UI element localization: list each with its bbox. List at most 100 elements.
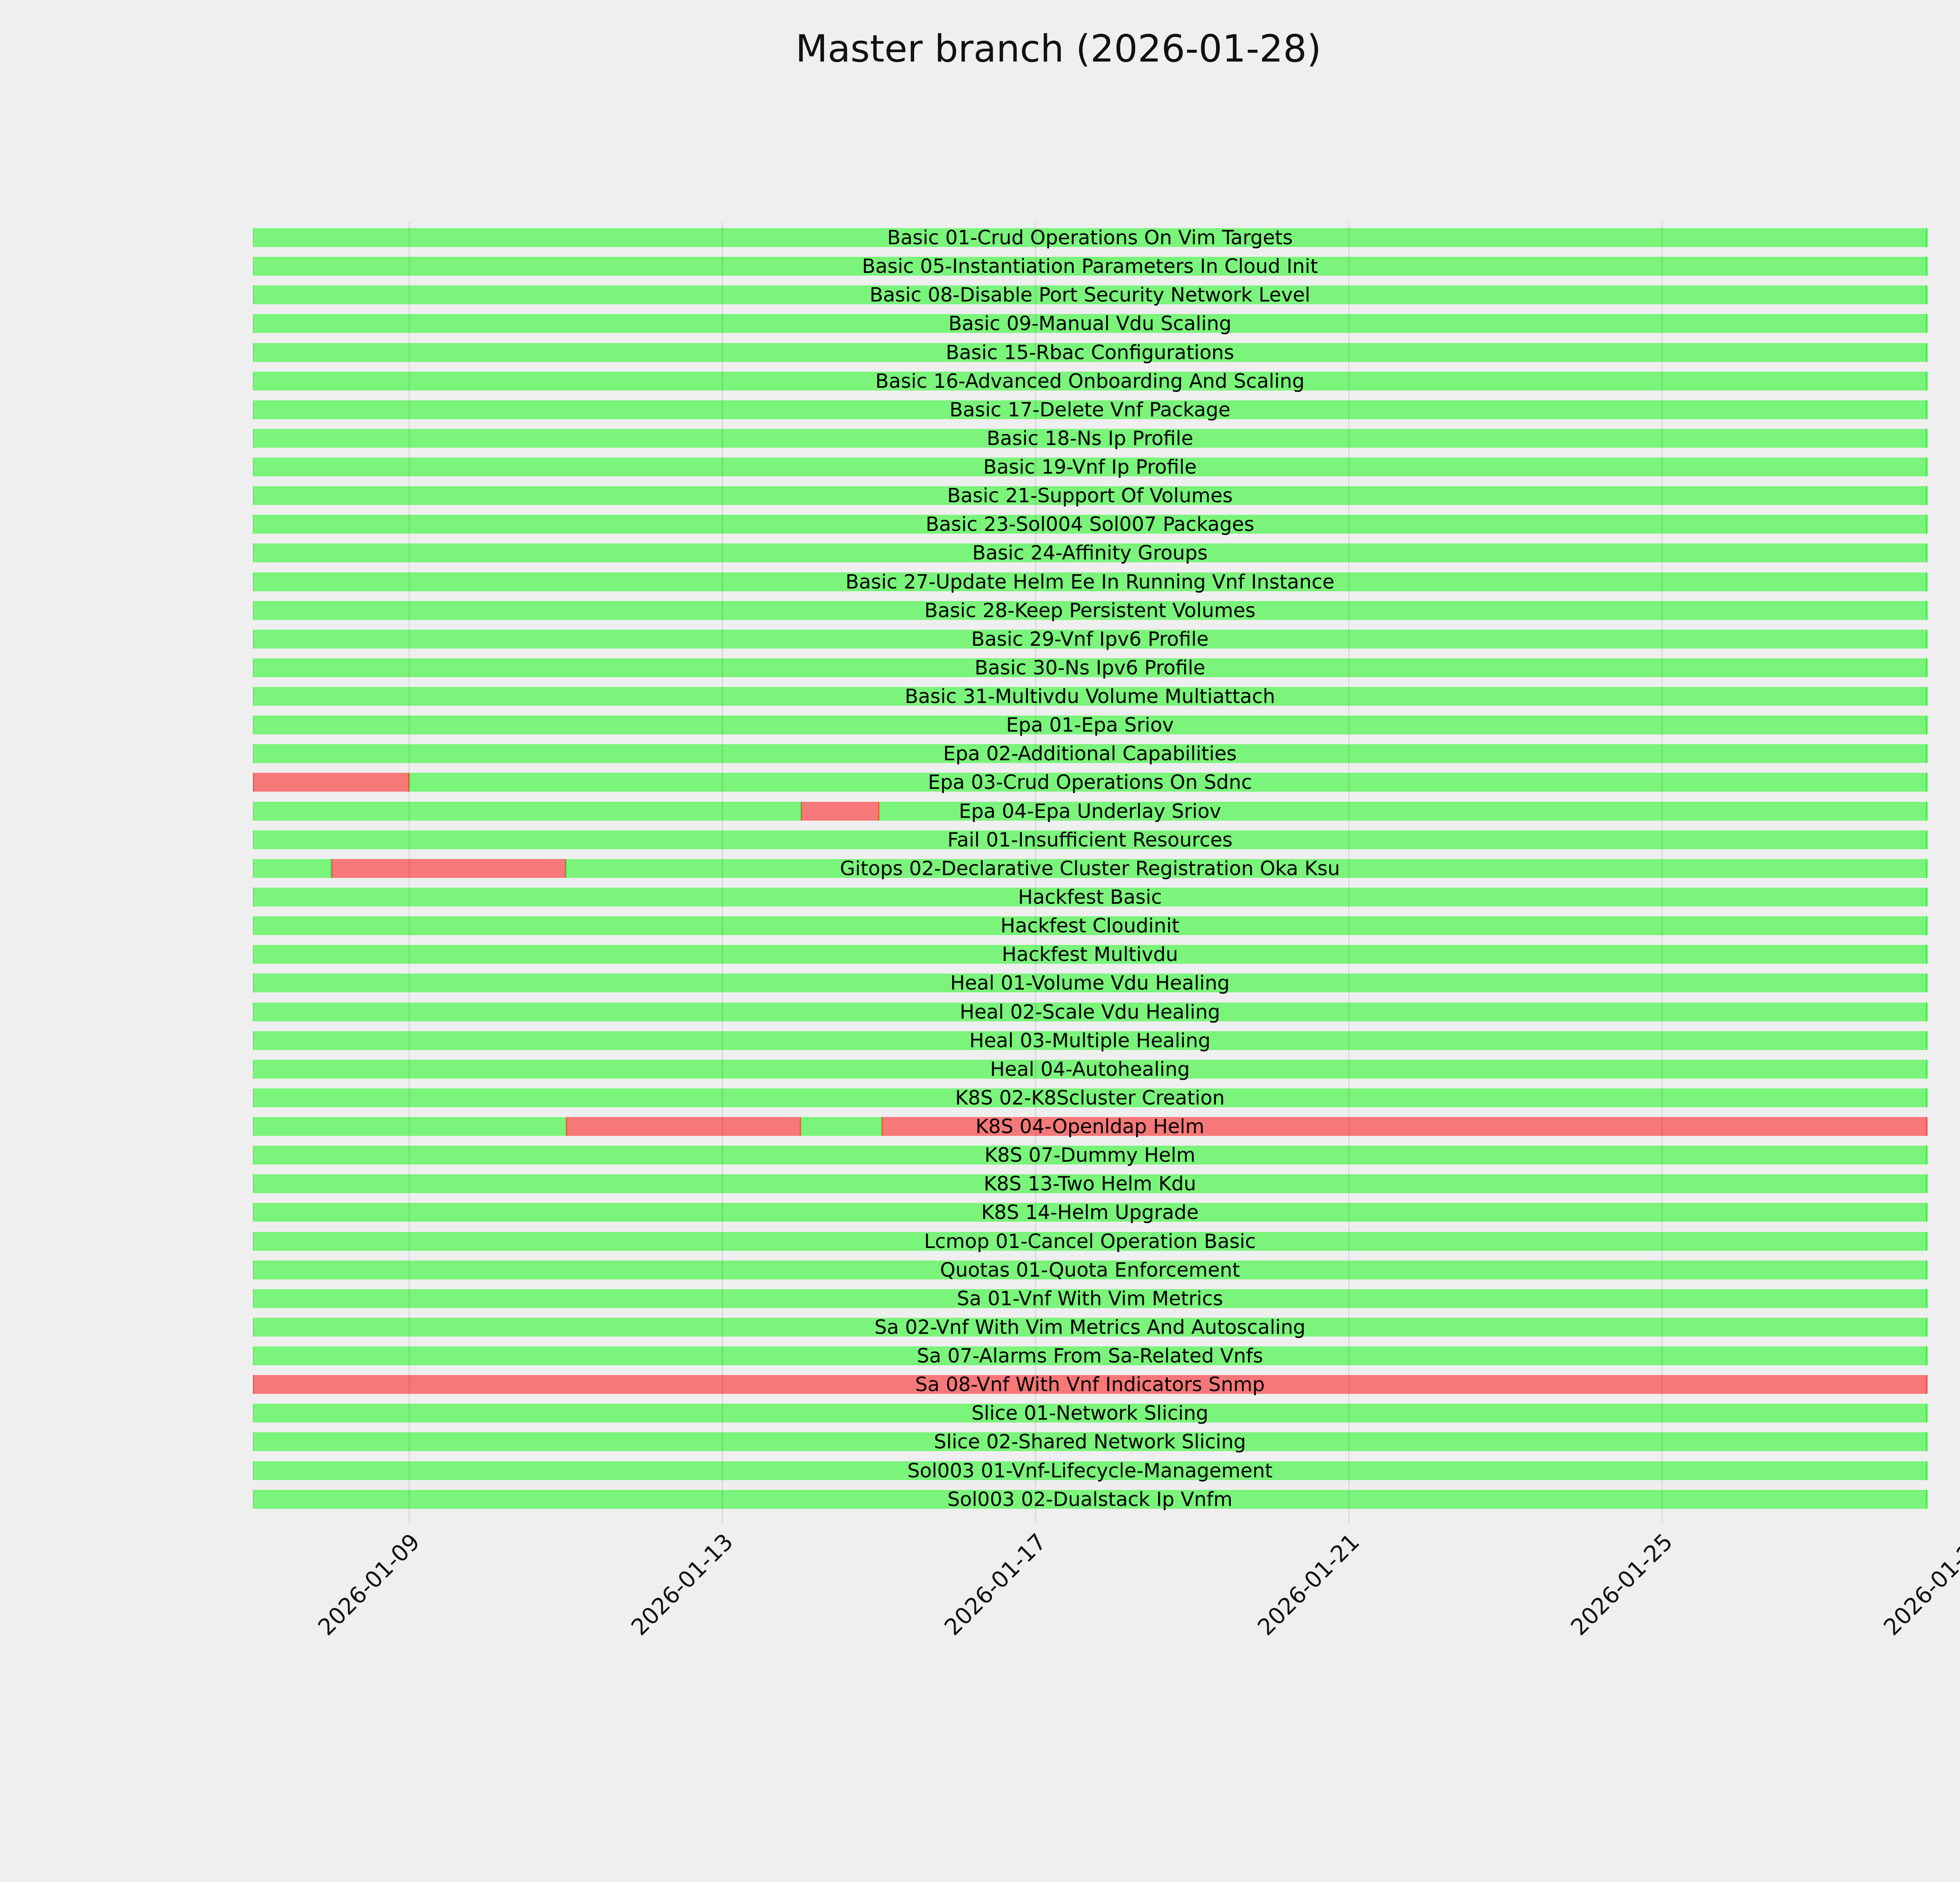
test-run-segment-pass [253,916,1927,936]
test-row-label: Epa 02-Additional Capabilities [943,742,1237,765]
test-row-label: Lcmop 01-Cancel Operation Basic [924,1230,1256,1253]
test-row-label: Fail 01-Insufficient Resources [947,828,1233,851]
test-row-label: Sa 07-Alarms From Sa-Related Vnfs [916,1344,1263,1368]
x-tick-label: 2026-01-13 [626,1528,739,1641]
test-row-label: Basic 31-Multivdu Volume Multiattach [905,685,1275,708]
test-run-segment-pass [253,1346,1927,1366]
test-row-label: Heal 03-Multiple Healing [969,1029,1211,1052]
test-row-label: Basic 23-Sol004 Sol007 Packages [926,513,1254,536]
x-tick-label: 2026-01-29 [1878,1528,1960,1641]
test-row-label: Basic 01-Crud Operations On Vim Targets [887,226,1293,249]
test-run-segment-fail [566,1117,801,1136]
test-row-label: Basic 21-Support Of Volumes [947,484,1233,507]
test-run-segment-pass [253,1317,1927,1337]
test-run-segment-pass [253,257,1927,276]
test-run-segment-fail [253,1375,1927,1394]
test-row-label: Slice 02-Shared Network Slicing [934,1430,1246,1453]
test-row-label: Basic 16-Advanced Onboarding And Scaling [875,369,1305,392]
test-run-segment-pass [253,1260,1927,1279]
chart-title: Master branch (2026-01-28) [795,27,1321,71]
test-run-segment-pass [253,1490,1927,1509]
test-run-segment-pass [253,716,1927,735]
grid-line [1661,222,1663,1523]
test-row-label: Sol003 02-Dualstack Ip Vnfm [947,1488,1233,1511]
grid-line [1035,222,1036,1523]
test-run-segment-fail [253,773,410,792]
test-run-segment-pass [800,1117,882,1136]
test-run-segment-pass [253,343,1927,362]
test-run-segment-pass [253,429,1927,448]
test-run-segment-pass [253,486,1927,505]
test-run-segment-pass [253,1232,1927,1251]
x-tick-label: 2026-01-09 [313,1528,425,1641]
test-run-segment-pass [253,1461,1927,1480]
test-row-label: Sa 08-Vnf With Vnf Indicators Snmp [915,1373,1265,1396]
test-run-segment-pass [253,658,1927,677]
test-row-label: Basic 15-Rbac Configurations [946,341,1234,364]
test-row-label: K8S 07-Dummy Helm [984,1144,1196,1167]
test-run-segment-pass [253,543,1927,563]
x-tick-label: 2026-01-17 [939,1528,1052,1641]
test-row-label: Basic 28-Keep Persistent Volumes [924,599,1256,622]
test-run-segment-pass [253,515,1927,534]
test-run-segment-pass [566,859,1927,878]
test-run-segment-pass [253,314,1927,333]
test-row-label: Epa 01-Epa Sriov [1006,714,1174,737]
test-row-label: Epa 04-Epa Underlay Sriov [958,799,1221,823]
test-row-label: Basic 27-Update Helm Ee In Running Vnf I… [845,570,1335,593]
test-row-label: Gitops 02-Declarative Cluster Registrati… [840,857,1340,880]
test-run-segment-pass [253,859,331,878]
test-run-segment-pass [253,687,1927,706]
test-run-segment-pass [253,629,1927,649]
test-run-segment-pass [253,601,1927,620]
test-run-segment-pass [253,887,1927,906]
test-run-segment-pass [253,1289,1927,1308]
test-row-label: K8S 02-K8Scluster Creation [955,1086,1225,1109]
test-row-label: K8S 04-Openldap Helm [975,1115,1205,1138]
test-run-segment-fail [800,801,879,821]
test-run-segment-pass [253,1432,1927,1451]
test-run-segment-pass [253,1031,1927,1050]
test-row-label: Sa 02-Vnf With Vim Metrics And Autoscali… [874,1315,1306,1339]
test-row-label: Basic 08-Disable Port Security Network L… [869,283,1310,307]
test-row-label: Basic 30-Ns Ipv6 Profile [975,656,1205,679]
test-row-label: Sol003 01-Vnf-Lifecycle-Management [907,1459,1273,1482]
test-run-segment-pass [253,830,1927,849]
test-row-label: Heal 02-Scale Vdu Healing [960,1000,1220,1023]
test-row-label: Basic 18-Ns Ip Profile [986,427,1194,450]
test-run-segment-pass [253,285,1927,305]
test-run-segment-pass [253,572,1927,591]
test-row-label: Epa 03-Crud Operations On Sdnc [928,771,1252,794]
test-run-segment-fail [331,859,566,878]
test-run-segment-pass [253,945,1927,964]
grid-line [1348,222,1350,1523]
test-run-segment-pass [253,400,1927,419]
test-run-segment-pass [253,801,801,821]
test-run-segment-pass [253,1088,1927,1107]
test-run-segment-pass [253,1117,566,1136]
test-row-label: Hackfest Cloudinit [1000,914,1180,937]
test-run-segment-pass [409,773,1927,792]
test-row-label: Quotas 01-Quota Enforcement [940,1258,1240,1281]
test-run-segment-pass [253,1174,1927,1194]
test-row-label: Basic 17-Delete Vnf Package [949,398,1230,421]
test-row-label: Basic 05-Instantiation Parameters In Clo… [862,255,1318,278]
test-row-label: Hackfest Multivdu [1002,943,1178,966]
test-run-segment-pass [253,1203,1927,1222]
test-row-label: Basic 09-Manual Vdu Scaling [948,312,1232,335]
test-row-label: Hackfest Basic [1018,885,1162,908]
x-tick-label: 2026-01-21 [1252,1528,1365,1641]
test-run-segment-pass [253,1059,1927,1079]
test-run-segment-pass [253,1146,1927,1165]
test-run-segment-fail [881,1117,1927,1136]
test-run-segment-pass [253,974,1927,993]
grid-line [408,222,410,1523]
test-run-segment-pass [253,371,1927,391]
test-row-label: Sa 01-Vnf With Vim Metrics [957,1287,1223,1310]
test-run-segment-pass [253,458,1927,477]
test-row-label: K8S 14-Helm Upgrade [981,1201,1199,1224]
test-row-label: Basic 19-Vnf Ip Profile [983,456,1197,479]
test-row-label: Slice 01-Network Slicing [971,1402,1209,1425]
test-run-segment-pass [879,801,1927,821]
